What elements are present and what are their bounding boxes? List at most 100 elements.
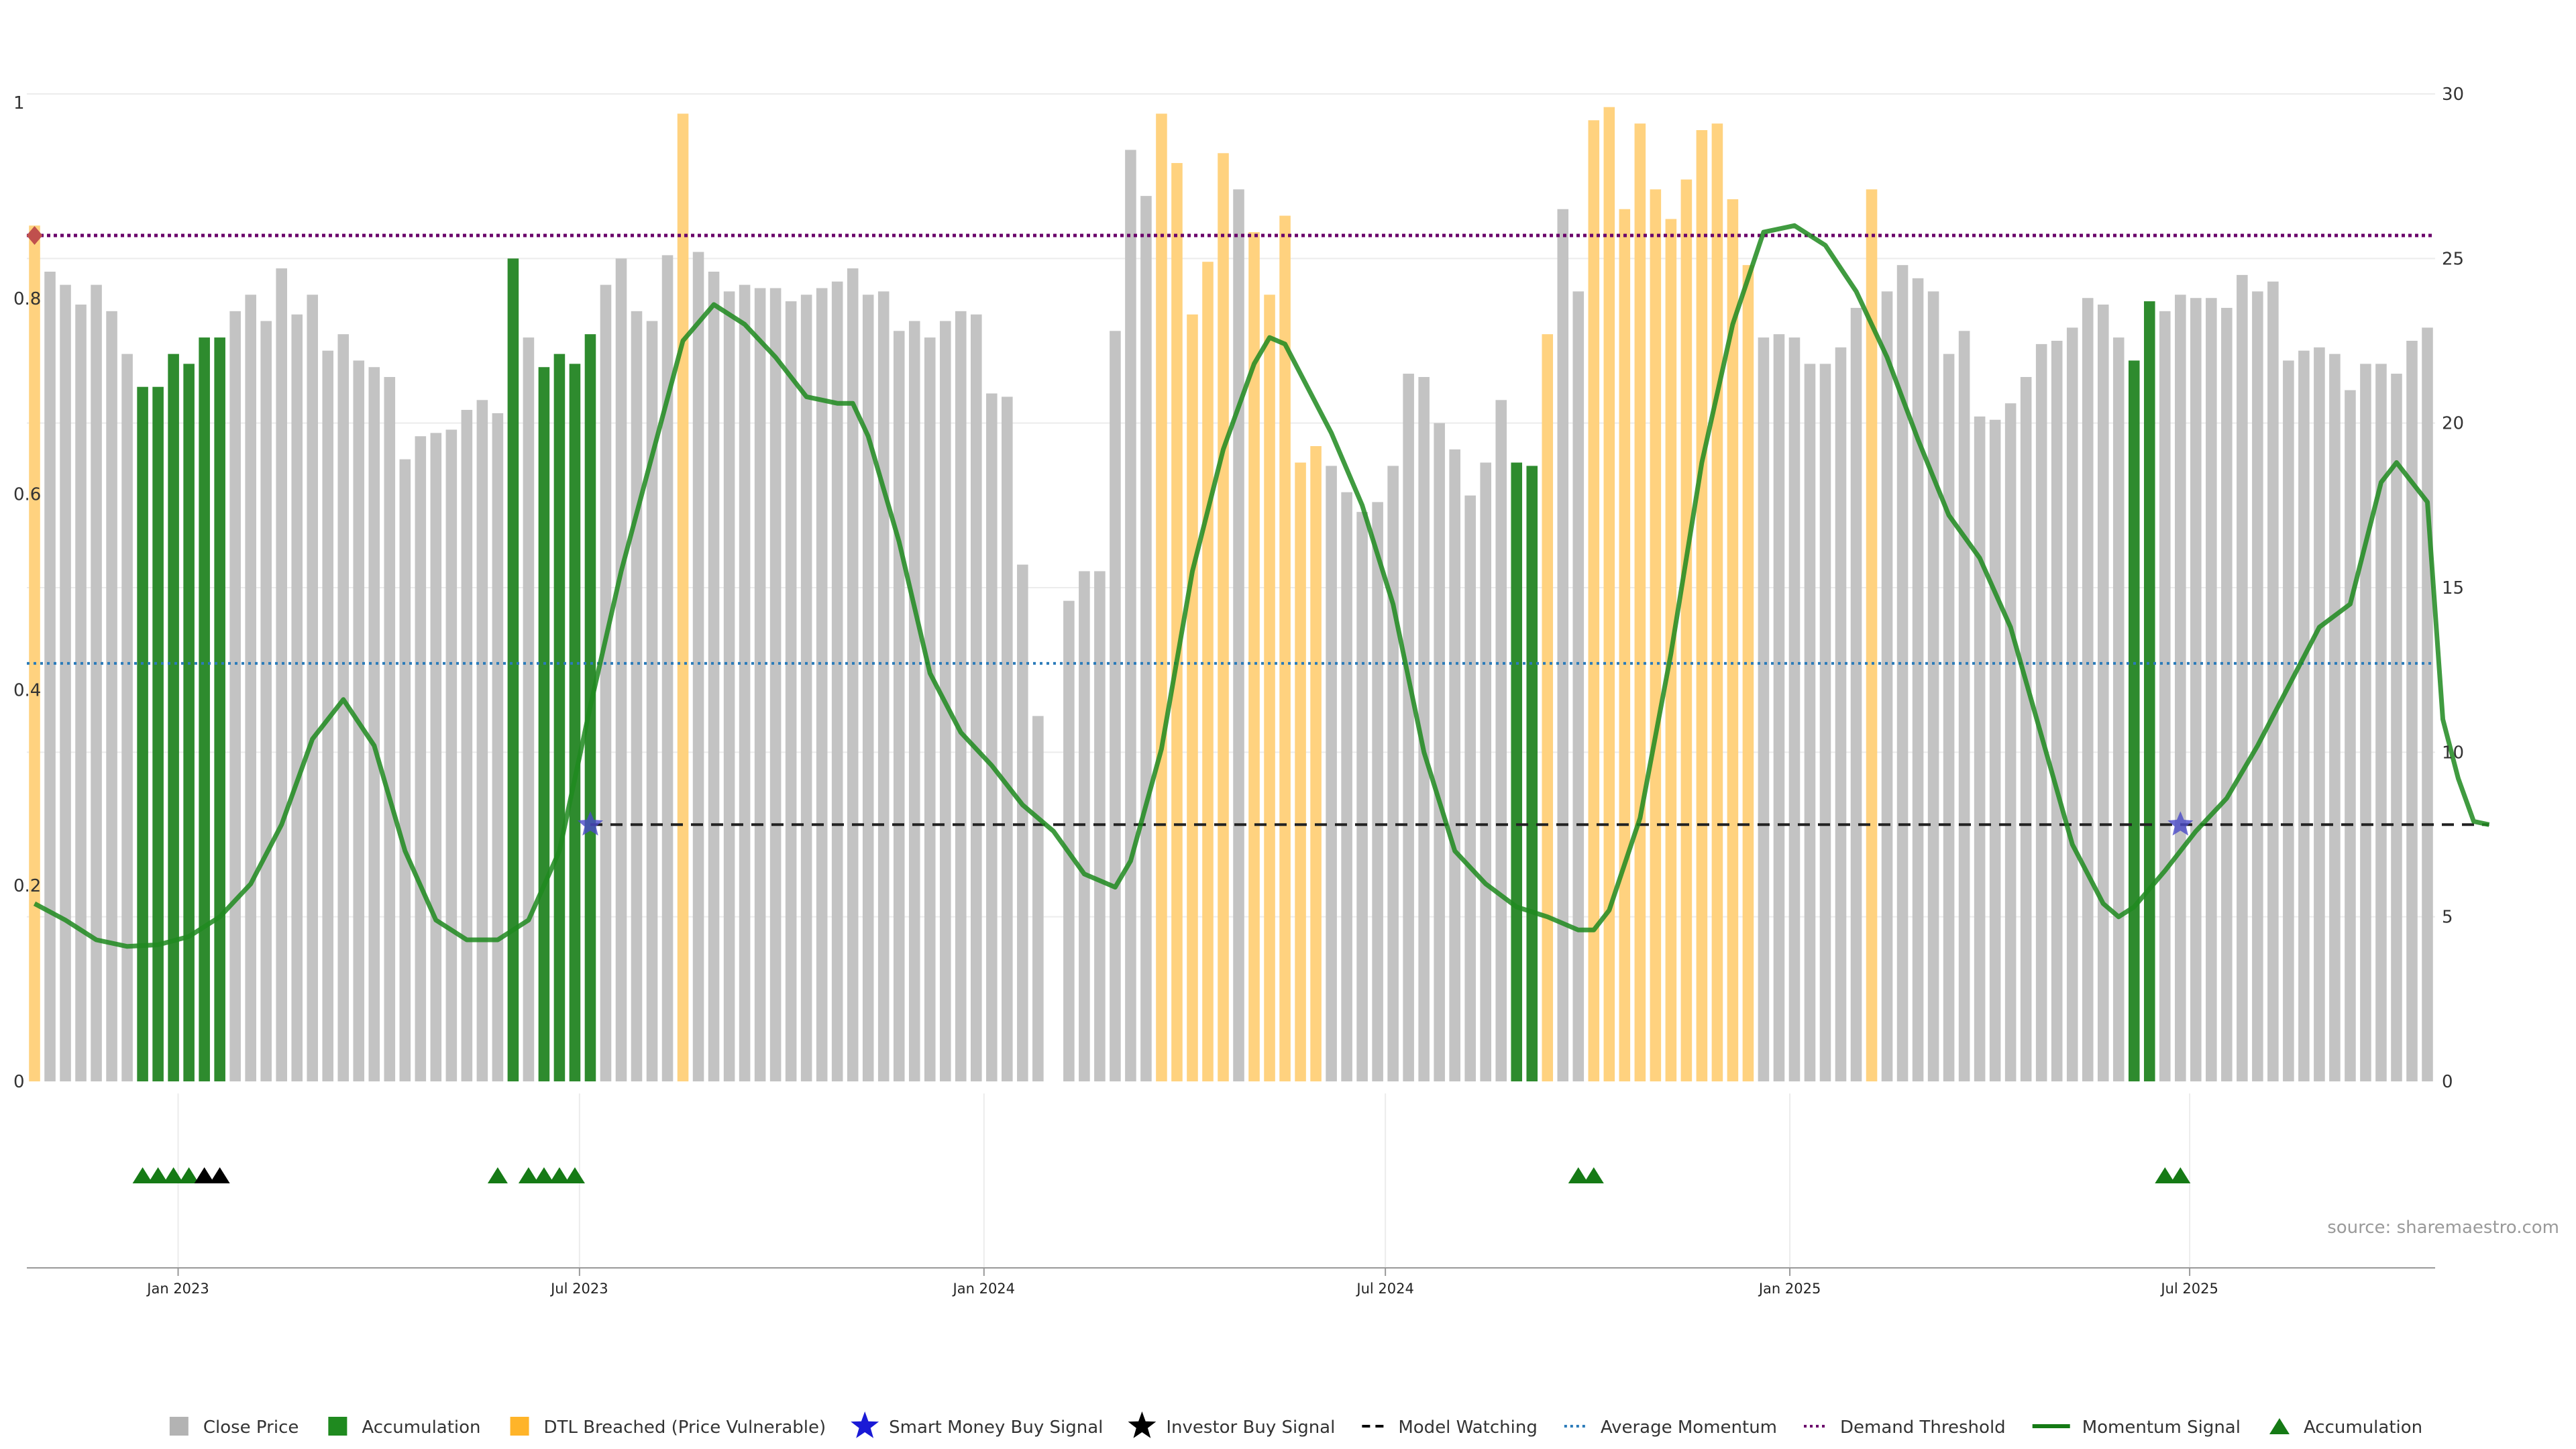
bar [1372,502,1383,1081]
bar [2206,298,2217,1081]
bar [2314,347,2325,1081]
bar [1233,189,1244,1081]
bar [91,284,102,1081]
bar [2035,343,2047,1081]
bar [2422,327,2433,1082]
accumulation-marker [487,1167,508,1183]
accumulation-marker [549,1167,570,1183]
bar [677,113,689,1082]
accumulation-marker [2170,1167,2191,1183]
smart-money-star [577,811,603,836]
legend-triangle [2269,1418,2290,1434]
bar [631,311,643,1082]
right-tick-label: 0 [2442,1072,2453,1092]
bar [2391,374,2402,1081]
bar [2066,327,2078,1082]
bar [2097,305,2109,1082]
accumulation-marker [148,1167,168,1183]
bar [1449,449,1460,1081]
bar [692,252,704,1081]
bar [183,364,195,1081]
bar [1542,334,1554,1082]
bar [507,258,519,1081]
bar [2237,274,2248,1081]
accumulation-marker [1568,1167,1589,1183]
bar [29,225,40,1082]
smart-money-star [2167,811,2194,836]
right-tick-label: 25 [2442,249,2464,269]
bar [1279,215,1291,1082]
legend-label: DTL Breached (Price Vulnerable) [544,1417,826,1438]
bar [1094,571,1106,1081]
gridlines [27,93,2435,1268]
bar [214,337,225,1082]
bar [276,268,287,1081]
bar [2175,294,2186,1082]
left-tick-label: 0.2 [13,876,41,896]
date-axis: Jan 2023 Jul 2023 Jan 2024 Jul 2024 Jan 2025… [27,1267,2435,1297]
accumulation-marker [2155,1167,2176,1183]
bar [831,281,843,1082]
bar [229,311,241,1082]
bar [739,284,751,1081]
right-axis: 0 5 10 15 20 25 30 [2442,85,2464,1092]
bar [1603,107,1615,1081]
right-tick-label: 10 [2442,743,2464,763]
right-tick-label: 5 [2442,908,2453,928]
bar [986,393,998,1082]
left-tick-label: 0.4 [13,680,41,700]
bar [1248,232,1260,1082]
bar [924,337,936,1082]
accumulation-marker [163,1167,184,1183]
x-tick-label: Jul 2025 [2159,1281,2218,1297]
bar [152,386,164,1081]
bar [1032,716,1044,1081]
bar [2375,364,2387,1081]
bar [2221,307,2233,1081]
bar [553,354,566,1081]
bar [1418,376,1430,1081]
bar [2082,298,2094,1081]
accumulation-marker [518,1167,539,1183]
bar [1835,347,1847,1081]
bar [1264,294,1275,1082]
legend-label: Momentum Signal [2082,1417,2241,1438]
bar [1711,123,1723,1081]
bar [1310,446,1322,1081]
legend-label: Close Price [203,1417,299,1438]
bar [2345,390,2356,1081]
bar [1202,262,1214,1081]
bar [1758,337,1770,1082]
investor-marker [209,1167,230,1183]
demand-threshold-marker [26,225,43,245]
bar [121,354,133,1081]
bar [1464,495,1476,1081]
bar [1017,564,1028,1081]
bar [445,429,458,1081]
bar [1156,113,1167,1082]
bar [1480,462,1491,1081]
bar [615,258,627,1081]
bar [2004,403,2017,1081]
bar [769,288,782,1081]
legend-label: Accumulation [362,1417,480,1438]
right-tick-label: 20 [2442,414,2464,434]
bar [1187,314,1198,1081]
bar [1356,512,1368,1081]
signal-stars [577,811,2194,836]
legend-label: Model Watching [1398,1417,1537,1438]
bar [337,334,350,1082]
signal-panel [132,1167,2191,1183]
bar [2128,360,2140,1082]
bar [199,337,210,1082]
bar [538,367,550,1081]
bar [1773,334,1785,1082]
bar [476,400,488,1081]
right-tick-label: 15 [2442,578,2464,598]
bar [2298,350,2310,1081]
left-tick-label: 0 [13,1072,25,1092]
left-tick-label: 1 [13,93,25,113]
bar [307,294,319,1082]
x-tick-label: Jan 2024 [952,1281,1016,1297]
bar [2252,291,2263,1081]
